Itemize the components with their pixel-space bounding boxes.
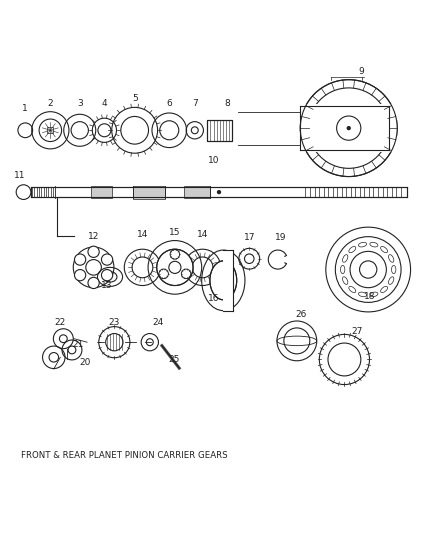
- Circle shape: [157, 249, 193, 286]
- Text: 4: 4: [102, 99, 107, 108]
- Bar: [223, 250, 233, 311]
- Circle shape: [102, 270, 113, 281]
- Text: 1: 1: [22, 103, 28, 112]
- Bar: [207, 120, 233, 141]
- Text: 27: 27: [352, 327, 363, 336]
- Text: 3: 3: [77, 99, 83, 108]
- Bar: [133, 185, 165, 199]
- Circle shape: [74, 270, 86, 281]
- Text: 17: 17: [244, 233, 256, 243]
- Text: 23: 23: [109, 318, 120, 327]
- Circle shape: [88, 246, 99, 257]
- Text: 15: 15: [169, 228, 180, 237]
- Text: 13: 13: [101, 281, 112, 290]
- Bar: [31, 188, 407, 197]
- Text: 7: 7: [192, 99, 198, 108]
- Text: 24: 24: [152, 318, 163, 327]
- Ellipse shape: [210, 261, 237, 300]
- Text: 19: 19: [275, 233, 286, 243]
- Text: 8: 8: [225, 99, 230, 108]
- Bar: [184, 187, 210, 198]
- Text: 18: 18: [364, 292, 375, 301]
- Text: 5: 5: [132, 94, 138, 103]
- Text: 21: 21: [73, 340, 84, 349]
- Text: 6: 6: [166, 99, 172, 108]
- Bar: [207, 120, 233, 141]
- Text: 10: 10: [208, 156, 219, 165]
- Text: 9: 9: [359, 67, 364, 76]
- Circle shape: [102, 254, 113, 265]
- Text: 14: 14: [197, 230, 208, 239]
- Circle shape: [74, 254, 86, 265]
- Text: 16: 16: [208, 294, 219, 303]
- Text: 25: 25: [168, 355, 179, 364]
- Text: 2: 2: [48, 99, 53, 108]
- Text: 12: 12: [88, 232, 99, 241]
- Circle shape: [217, 190, 221, 195]
- Text: 11: 11: [14, 171, 26, 180]
- Bar: [92, 187, 112, 198]
- Text: 20: 20: [79, 358, 91, 367]
- Text: 26: 26: [296, 310, 307, 319]
- Bar: [31, 188, 407, 197]
- Bar: [47, 127, 53, 133]
- Bar: [300, 104, 397, 152]
- Text: FRONT & REAR PLANET PINION CARRIER GEARS: FRONT & REAR PLANET PINION CARRIER GEARS: [21, 451, 228, 460]
- Text: 14: 14: [137, 230, 148, 239]
- Circle shape: [88, 277, 99, 288]
- Text: 22: 22: [54, 318, 66, 327]
- Circle shape: [346, 126, 351, 130]
